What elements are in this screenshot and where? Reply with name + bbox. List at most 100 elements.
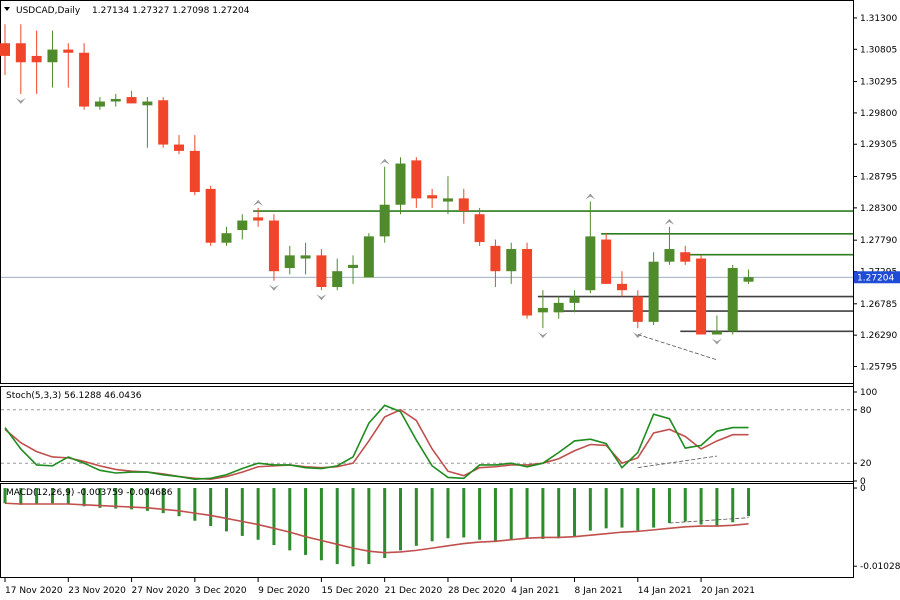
stoch-tick-label: 100: [860, 388, 877, 398]
macd-histogram-bar: [304, 488, 308, 555]
candle-body: [158, 100, 169, 145]
macd-histogram-bar: [509, 488, 513, 540]
candle-body: [332, 271, 343, 288]
time-tick-label: 4 Jan 2021: [511, 586, 559, 596]
candle-body: [522, 249, 533, 316]
macd-divergence-line: [669, 517, 749, 524]
candle-body: [395, 163, 406, 205]
candle-body: [664, 249, 675, 262]
candle-body: [442, 198, 453, 202]
price-pane-frame: [0, 0, 854, 384]
macd-histogram-bar: [557, 488, 561, 539]
macd-histogram-bar: [19, 488, 23, 505]
macd-histogram-bar: [256, 488, 260, 540]
macd-title: MACD(12,26,9) -0.003759 -0.004686: [6, 488, 173, 498]
fractal-up-arrow: [379, 158, 390, 165]
macd-histogram-bar: [667, 488, 671, 524]
candle-body: [363, 236, 374, 278]
macd-histogram-bar: [35, 488, 39, 505]
ohlc-readout: 1.27134 1.27327 1.27098 1.27204: [92, 6, 250, 16]
macd-histogram-bar: [462, 488, 466, 538]
macd-histogram-bar: [588, 488, 592, 531]
price-tick-label: 1.28300: [860, 204, 897, 214]
macd-histogram-bar: [525, 488, 529, 539]
macd-histogram-bar: [351, 488, 355, 567]
fractal-up-arrow: [585, 193, 596, 200]
price-tick-label: 1.30805: [860, 45, 897, 55]
candle-body: [205, 188, 216, 243]
candle-body: [284, 255, 295, 269]
candle-body: [268, 220, 279, 272]
time-tick-label: 27 Nov 2020: [132, 586, 190, 596]
candle-body: [316, 255, 327, 288]
fractal-up-arrow: [253, 199, 264, 206]
price-tick-label: 1.29800: [860, 109, 897, 119]
time-tick-label: 23 Nov 2020: [68, 586, 126, 596]
macd-tick-label: 0: [860, 484, 866, 494]
candle-body: [379, 204, 390, 237]
fractal-down-arrow: [537, 332, 548, 339]
macd-histogram-bar: [3, 488, 7, 504]
price-tick-label: 1.26290: [860, 331, 897, 341]
time-tick-label: 14 Jan 2021: [638, 586, 692, 596]
candle-body: [553, 302, 564, 313]
stoch-title: Stoch(5,3,3) 56.1288 46.0436: [6, 391, 142, 401]
candle-body: [189, 150, 200, 193]
time-tick-label: 15 Dec 2020: [321, 586, 379, 596]
macd-histogram-bar: [288, 488, 292, 551]
candle-body: [253, 217, 264, 221]
macd-histogram-bar: [715, 488, 719, 527]
macd-histogram-bar: [177, 488, 181, 517]
price-tick-label: 1.26785: [860, 300, 897, 310]
candle-body: [237, 220, 248, 231]
fractal-down-arrow: [316, 294, 327, 301]
candle-body: [458, 198, 469, 212]
horizontal-levels[interactable]: [253, 210, 853, 333]
macd-histogram-bar: [50, 488, 54, 504]
fractal-down-arrow: [711, 338, 722, 345]
macd-histogram-bar: [446, 488, 450, 539]
candle-body: [63, 49, 74, 53]
candle-body: [221, 233, 232, 243]
macd-histogram-bar: [383, 488, 387, 558]
stoch-divergence-line: [637, 455, 717, 469]
macd-histogram-bar: [652, 488, 656, 528]
macd-histogram-bar: [493, 488, 497, 543]
current-price-tag: 1.27204: [854, 271, 900, 284]
candle-body: [15, 43, 26, 63]
time-tick-label: 20 Jan 2021: [701, 586, 755, 596]
fractal-down-arrow: [268, 284, 279, 291]
candle-body: [174, 144, 185, 151]
time-tick-label: 21 Dec 2020: [385, 586, 443, 596]
macd-histogram-bar: [130, 488, 134, 510]
macd-histogram-bar: [478, 488, 482, 540]
candle-body: [537, 307, 548, 313]
stoch-signal-line: [4, 408, 749, 481]
symbol-label: USDCAD,Daily: [16, 6, 81, 16]
candle-body: [0, 43, 10, 56]
triangle-down-icon[interactable]: [4, 7, 10, 11]
macd-histogram-bar: [604, 488, 608, 529]
price-tick-label: 1.30295: [860, 78, 897, 88]
macd-histogram-bar: [399, 488, 402, 551]
stoch-main-line: [4, 404, 749, 481]
macd-histogram-bar: [367, 488, 371, 565]
candle-body: [142, 101, 153, 106]
macd-histogram-bar: [319, 488, 323, 561]
fractal-up-arrow: [664, 218, 675, 225]
price-tick-label: 1.29305: [860, 140, 897, 150]
candle-body: [506, 249, 517, 272]
divergence-line: [637, 334, 718, 361]
candle-body: [696, 258, 707, 335]
macd-histogram-bar: [272, 488, 276, 546]
candle-body: [490, 245, 501, 272]
time-tick-label: 8 Jan 2021: [575, 586, 623, 596]
time-tick-label: 9 Dec 2020: [258, 586, 310, 596]
current-price-label: 1.27204: [857, 273, 894, 283]
candle-body: [680, 252, 691, 262]
candle-body: [648, 261, 659, 322]
macd-histogram-bar: [683, 488, 687, 522]
macd-histogram-bar: [240, 488, 244, 536]
macd-histogram-bar: [82, 488, 86, 507]
